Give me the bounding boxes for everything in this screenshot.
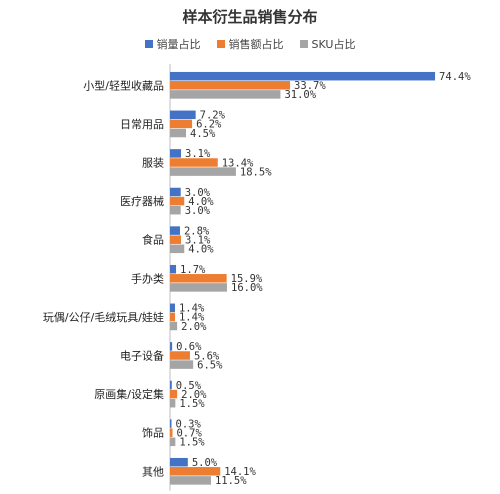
- data-label: 18.5%: [240, 166, 272, 178]
- legend-swatch-sales-volume: [144, 40, 153, 48]
- category-label: 食品: [142, 233, 164, 247]
- chart-title: 样本衍生品销售分布: [182, 8, 318, 26]
- bar: [170, 119, 193, 129]
- bar: [170, 321, 178, 331]
- bar: [170, 303, 175, 313]
- data-label: 5.0%: [192, 457, 218, 469]
- bar: [170, 312, 175, 322]
- bar: [170, 226, 180, 235]
- data-label: 0.7%: [176, 427, 202, 439]
- data-label: 1.7%: [180, 264, 206, 276]
- bar: [170, 380, 172, 390]
- category-label: 日常用品: [120, 118, 164, 131]
- bar: [170, 187, 181, 197]
- bar: [170, 274, 227, 283]
- data-label: 4.5%: [190, 128, 216, 140]
- data-label: 2.0%: [181, 389, 207, 401]
- data-label: 1.4%: [179, 303, 205, 315]
- data-label: 6.2%: [196, 119, 222, 131]
- data-label: 7.2%: [200, 110, 226, 122]
- bar: [170, 90, 281, 99]
- bar: [170, 128, 187, 138]
- data-label: 33.7%: [294, 80, 326, 92]
- category-label: 其他: [142, 465, 164, 478]
- bar: [170, 476, 211, 485]
- bar: [170, 244, 185, 254]
- category-label: 手办类: [131, 271, 164, 285]
- legend-item-sku: SKU占比: [299, 36, 356, 52]
- bar: [170, 167, 236, 176]
- bar: [170, 419, 172, 428]
- data-label: 4.0%: [188, 196, 214, 208]
- bar: [170, 205, 181, 215]
- bar: [170, 158, 218, 167]
- bar: [170, 81, 291, 90]
- data-label: 74.4%: [439, 71, 471, 83]
- legend-swatch-sku: [299, 40, 308, 48]
- data-label: 11.5%: [215, 475, 247, 487]
- data-label: 0.5%: [176, 380, 202, 392]
- data-label: 14.1%: [224, 466, 256, 478]
- data-label: 31.0%: [284, 89, 316, 101]
- data-label: 1.4%: [179, 312, 205, 324]
- data-label: 2.0%: [181, 321, 207, 333]
- bar: [170, 398, 176, 408]
- data-label: 3.0%: [185, 205, 211, 217]
- legend-item-sales-amount: 销售额占比: [216, 36, 284, 52]
- bar: [170, 149, 182, 158]
- legend-item-sales-volume: 销量占比: [144, 36, 201, 52]
- data-label: 0.3%: [176, 418, 202, 430]
- bar: [170, 342, 173, 351]
- bar: [170, 264, 177, 274]
- data-label: 5.6%: [194, 350, 220, 362]
- legend: 销量占比 销售额占比 SKU占比: [0, 36, 500, 52]
- data-label: 15.9%: [231, 273, 263, 285]
- data-label: 3.1%: [185, 234, 211, 246]
- data-label: 3.1%: [185, 148, 211, 160]
- bar: [170, 283, 227, 292]
- bar: [170, 196, 185, 206]
- bar: [170, 437, 176, 447]
- data-label: 0.6%: [176, 341, 202, 353]
- bar: [170, 71, 436, 81]
- category-label: 电子设备: [120, 349, 164, 363]
- legend-swatch-sales-amount: [216, 40, 225, 48]
- category-label: 小型/轻型收藏品: [83, 78, 164, 92]
- legend-label-sku: SKU占比: [311, 38, 356, 51]
- bar: [170, 235, 182, 244]
- category-label: 原画集/设定集: [94, 387, 164, 401]
- data-label: 4.0%: [188, 244, 214, 256]
- data-label: 1.5%: [179, 437, 205, 449]
- legend-label-sales-amount: 销售额占比: [228, 38, 284, 51]
- category-label: 服装: [142, 157, 164, 170]
- data-label: 2.8%: [184, 225, 210, 237]
- category-label: 玩偶/公仔/毛绒玩具/娃娃: [43, 311, 164, 324]
- bar: [170, 360, 194, 369]
- category-label: 医疗器械: [120, 194, 164, 208]
- data-label: 16.0%: [231, 282, 263, 294]
- bar: [170, 428, 173, 437]
- legend-label-sales-volume: 销量占比: [156, 38, 201, 51]
- bar: [170, 351, 190, 360]
- category-label: 饰品: [142, 426, 164, 440]
- bar: [170, 389, 178, 399]
- data-label: 3.0%: [185, 187, 211, 199]
- data-label: 13.4%: [222, 157, 254, 169]
- data-label: 1.5%: [179, 398, 205, 410]
- data-label: 6.5%: [197, 359, 223, 371]
- bar: [170, 457, 188, 467]
- bar: [170, 467, 221, 476]
- bar: [170, 110, 196, 120]
